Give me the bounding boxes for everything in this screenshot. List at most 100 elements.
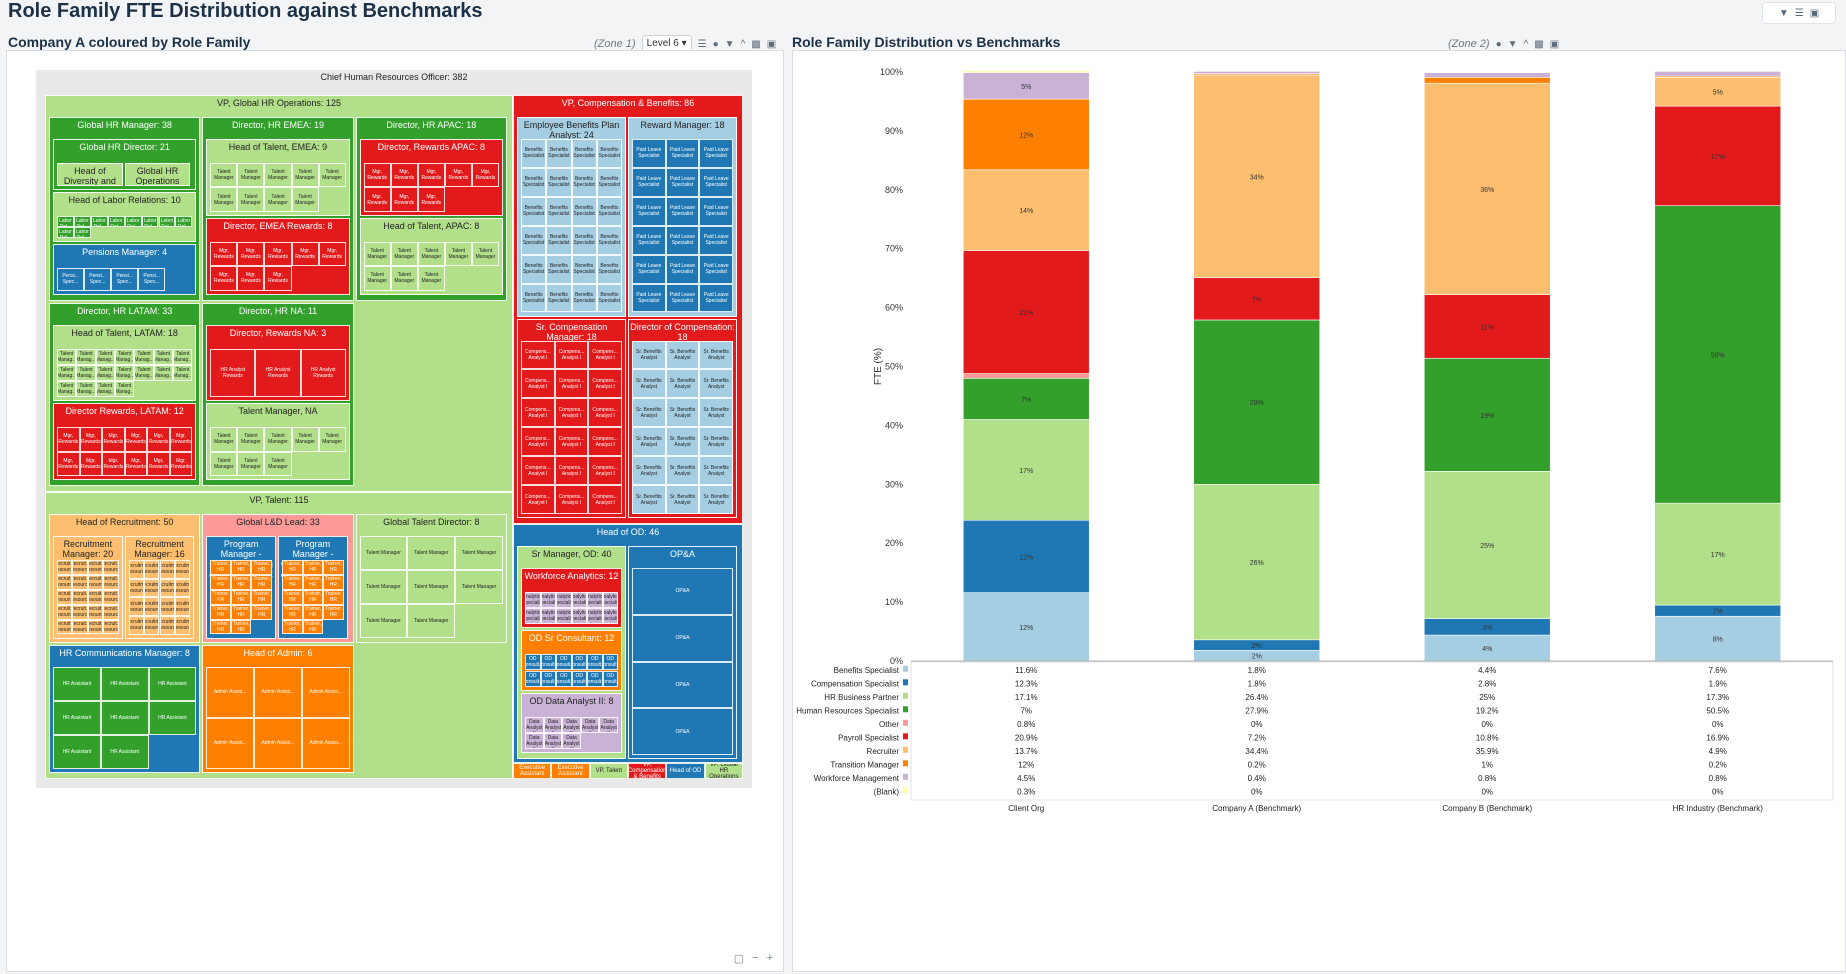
treemap-leaf[interactable]: Mgr, Rewards [124, 427, 148, 452]
treemap-leaf[interactable]: Admin Assist... [254, 717, 302, 769]
globe-icon[interactable]: ● [1495, 38, 1502, 50]
expand-icon[interactable]: ▣ [766, 38, 777, 50]
treemap-leaf[interactable]: Trainer, HR [282, 604, 303, 620]
treemap-leaf[interactable]: Manager, Labor Rel... [141, 215, 159, 227]
treemap-leaf[interactable]: Analytics Specialist [571, 592, 587, 609]
treemap-bottom-cell[interactable]: Head of OD [666, 763, 705, 779]
treemap-leaf[interactable]: Benefits Specialist [546, 196, 572, 226]
treemap-leaf[interactable]: Sr. Benefits Analyst [699, 427, 733, 457]
treemap-leaf[interactable]: Benefits Specialist [521, 225, 547, 255]
treemap-leaf[interactable]: Mgr, Rewards [102, 451, 125, 476]
treemap-leaf[interactable]: Talent Manager [210, 187, 238, 212]
treemap-leaf[interactable]: Compens... Analyst I [521, 485, 555, 514]
treemap-leaf[interactable]: Recruit... Resourc... [57, 589, 73, 605]
treemap-leaf[interactable]: Recruit... Resourc... [72, 574, 88, 590]
treemap-leaf[interactable]: Compens... Analyst I [521, 340, 555, 370]
treemap-leaf[interactable]: Compens... Analyst I [521, 369, 555, 399]
treemap-leaf[interactable]: Mgr, Rewards [147, 427, 170, 452]
treemap-leaf[interactable]: Recruitm... Resource [128, 560, 145, 579]
treemap-leaf[interactable]: Talent Manager [363, 241, 391, 267]
treemap-leaf[interactable]: Sr. Benefits Analyst [632, 485, 666, 514]
treemap-bottom-cell[interactable]: Executive Assistant [513, 763, 552, 779]
treemap-leaf[interactable]: Recruitm... Resource [159, 578, 175, 598]
treemap-leaf[interactable]: Sr. Benefits Analyst [665, 340, 700, 370]
treemap-leaf[interactable]: Trainer, HR [282, 589, 303, 605]
treemap-leaf[interactable]: Mgr, Rewards [237, 266, 265, 291]
treemap-leaf[interactable]: Mgr, Rewards [210, 266, 238, 291]
treemap-leaf[interactable]: Benefits Specialist [571, 139, 597, 168]
treemap-leaf[interactable]: Analytics Specialist [540, 608, 556, 625]
treemap-leaf[interactable]: Benefits Specialist [571, 196, 597, 226]
treemap-leaf[interactable]: Talent Manag... [153, 364, 173, 381]
treemap-leaf[interactable]: Analytics Specialist [525, 608, 541, 625]
globe-icon[interactable]: ● [712, 38, 719, 50]
zoom-in-icon[interactable]: + [766, 952, 773, 964]
treemap-leaf[interactable]: Benefits Specialist [521, 254, 547, 284]
treemap-leaf[interactable]: OD Consult... [587, 670, 603, 687]
treemap-leaf[interactable]: Trainer, HR [302, 619, 324, 635]
treemap-leaf[interactable]: Paid Leave Specialist [665, 196, 700, 226]
treemap-leaf[interactable]: Talent Manager [417, 266, 445, 291]
treemap-leaf[interactable]: Paid Leave Specialist [632, 167, 666, 197]
treemap-leaf[interactable]: Mgr, Rewards [390, 163, 418, 188]
treemap-leaf[interactable]: OD Data Analyst II [599, 716, 618, 733]
treemap-leaf[interactable]: OP&A [632, 614, 733, 662]
treemap-leaf[interactable]: Recruit... Resourc... [103, 574, 119, 590]
treemap-leaf[interactable]: Benefits Specialist [521, 283, 547, 313]
treemap-leaf[interactable]: Manager, Labor Rel... [90, 215, 108, 227]
treemap-leaf[interactable]: Mgr, Rewards [57, 427, 80, 452]
treemap-leaf[interactable]: Benefits Specialist [571, 283, 597, 313]
treemap-leaf[interactable]: Compens... Analyst I [588, 340, 622, 370]
treemap-leaf[interactable]: Talent Manager [318, 427, 346, 452]
treemap-leaf[interactable]: Sr. Benefits Analyst [699, 398, 733, 428]
treemap-leaf[interactable]: Recruit... Resourc... [72, 604, 88, 620]
treemap-leaf[interactable]: Recruit... Resourc... [87, 589, 104, 605]
treemap-leaf[interactable]: Trainer, HR [323, 560, 344, 575]
list-icon[interactable]: ☰ [697, 38, 707, 50]
treemap-leaf[interactable]: Trainer, HR [230, 604, 252, 620]
treemap-leaf[interactable]: OD Consult... [540, 654, 556, 671]
treemap-leaf[interactable]: Compens... Analyst I [588, 369, 622, 399]
treemap-leaf[interactable]: Talent Manag... [57, 381, 77, 398]
treemap-leaf[interactable]: Talent Manag... [95, 348, 115, 365]
treemap-leaf[interactable]: Mgr, Rewards [444, 163, 472, 188]
treemap-leaf[interactable]: Pensi... Spec... [84, 268, 112, 291]
treemap-leaf[interactable]: OP&A [632, 568, 733, 615]
treemap-leaf[interactable]: Benefits Specialist [571, 225, 597, 255]
expand-icon[interactable]: ▣ [1549, 38, 1560, 50]
treemap-leaf[interactable]: Paid Leave Specialist [632, 225, 666, 255]
treemap-leaf[interactable]: Trainer, HR [302, 560, 324, 575]
treemap-leaf[interactable]: Talent Manager [291, 163, 319, 188]
treemap-leaf[interactable]: Trainer, HR [230, 574, 252, 590]
treemap-leaf[interactable]: Compens... Analyst I [521, 456, 555, 486]
treemap-leaf[interactable]: Recruit... Resourc... [103, 560, 119, 575]
treemap-leaf[interactable]: OD Consult... [540, 670, 556, 687]
treemap-bottom-cell[interactable]: Executive Assistant [551, 763, 590, 779]
treemap-leaf[interactable]: Sr. Benefits Analyst [665, 427, 700, 457]
treemap-leaf[interactable]: Mgr, Rewards [57, 451, 80, 476]
treemap-leaf[interactable]: Manager, Labor Rel... [107, 215, 125, 227]
chevron-up-icon[interactable]: ^ [1523, 38, 1529, 50]
treemap-leaf[interactable]: OD Consult... [571, 654, 587, 671]
filter-icon[interactable]: ▼ [1778, 7, 1789, 19]
treemap-leaf[interactable]: Sr. Benefits Analyst [632, 427, 666, 457]
treemap-leaf[interactable]: Talent Manager [237, 187, 265, 212]
treemap-leaf[interactable]: OP&A [632, 661, 733, 709]
treemap-leaf[interactable]: OP&A [632, 708, 733, 755]
treemap-leaf[interactable]: Benefits Specialist [546, 254, 572, 284]
treemap-leaf[interactable]: OD Consult... [556, 654, 572, 671]
treemap-leaf[interactable]: Talent Manager [237, 451, 265, 476]
treemap-leaf[interactable]: Trainer, HR [230, 560, 252, 575]
treemap-leaf[interactable]: Recruit... Resourc... [57, 574, 73, 590]
treemap-leaf[interactable]: Trainer, HR [302, 574, 324, 590]
treemap-leaf[interactable]: Paid Leave Specialist [699, 167, 733, 197]
treemap-leaf[interactable]: Talent Manag... [57, 364, 77, 381]
treemap-leaf[interactable]: Compens... Analyst I [554, 340, 589, 370]
treemap-leaf[interactable]: Compens... Analyst I [554, 456, 589, 486]
treemap-leaf[interactable]: Sr. Benefits Analyst [632, 340, 666, 370]
treemap-leaf[interactable]: Recruitm... Resource [128, 597, 145, 616]
treemap-leaf[interactable]: Talent Manager [318, 163, 346, 188]
treemap-leaf[interactable]: OD Consult... [571, 670, 587, 687]
treemap-leaf[interactable]: Talent Manag... [76, 381, 96, 398]
treemap-leaf[interactable]: Sr. Benefits Analyst [632, 398, 666, 428]
